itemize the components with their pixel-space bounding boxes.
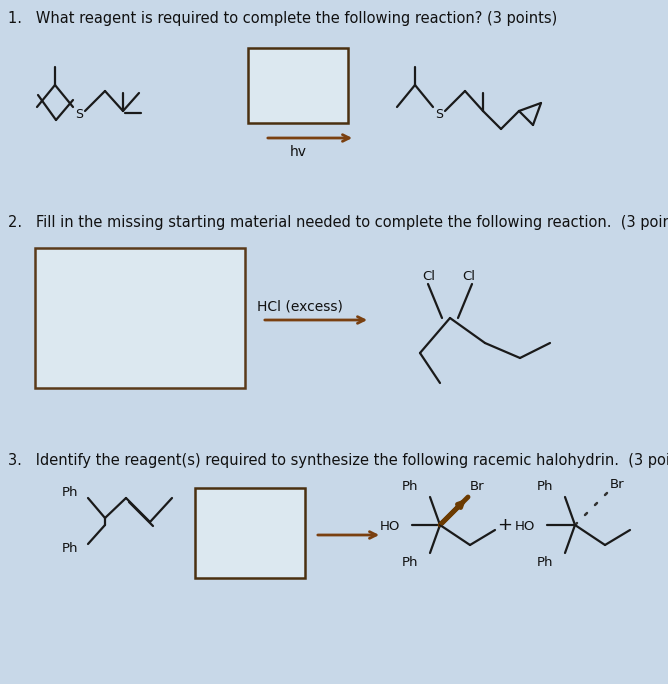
Text: Ph: Ph [537,480,554,493]
Bar [248,48,348,123]
Text: Br: Br [610,479,625,492]
Bar [195,488,305,578]
Text: Cl: Cl [462,269,475,282]
Bar [35,248,245,388]
Text: Ph: Ph [62,486,79,499]
Text: Ph: Ph [62,542,79,555]
Text: S: S [435,109,443,122]
Text: hv: hv [289,145,307,159]
Text: +: + [498,516,512,534]
Text: Cl: Cl [422,269,435,282]
Text: 3.   Identify the reagent(s) required to synthesize the following racemic halohy: 3. Identify the reagent(s) required to s… [8,453,668,467]
Text: HO: HO [380,521,400,534]
Text: HCl (excess): HCl (excess) [257,300,343,314]
Text: 1.   What reagent is required to complete the following reaction? (3 points): 1. What reagent is required to complete … [8,10,557,25]
Text: S: S [75,109,83,122]
Text: Br: Br [470,480,484,493]
Text: HO: HO [515,521,535,534]
Text: Ph: Ph [537,557,554,570]
Text: Ph: Ph [402,480,418,493]
Text: Ph: Ph [402,557,418,570]
Text: 2.   Fill in the missing starting material needed to complete the following reac: 2. Fill in the missing starting material… [8,215,668,230]
